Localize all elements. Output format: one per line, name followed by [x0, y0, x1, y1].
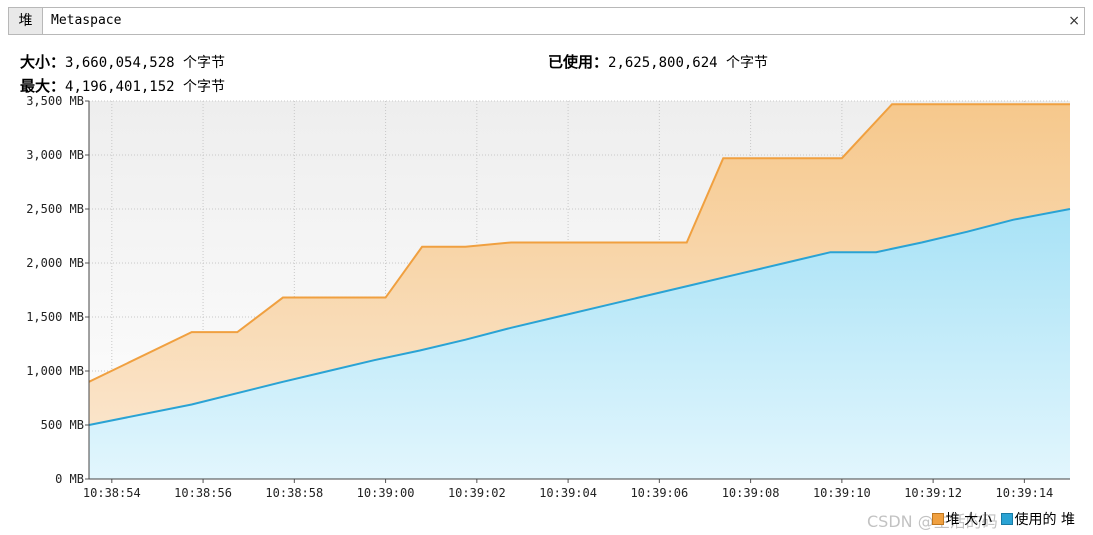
legend-used-heap-swatch — [1000, 513, 1013, 525]
heap-used-label: 已使用： — [548, 53, 609, 71]
y-tick-label: 2,000 MB — [26, 256, 84, 270]
heap-used-value: 2,625,800,624 个字节 — [608, 55, 769, 71]
heap-used-info: 已使用：2,625,800,624 个字节 — [548, 51, 768, 72]
heap-max-value: 4,196,401,152 个字节 — [65, 79, 226, 95]
legend-heap-size-label: 堆 大小 — [945, 512, 993, 528]
legend-used-heap-label: 使用的 堆 — [1014, 512, 1075, 528]
y-tick-label: 1,500 MB — [26, 310, 84, 324]
x-tick-label: 10:39:10 — [813, 486, 871, 500]
y-tick-label: 3,500 MB — [26, 94, 84, 108]
heap-size-line — [88, 103, 1070, 383]
x-tick-label: 10:38:56 — [174, 486, 232, 500]
y-tick-label: 2,500 MB — [26, 202, 84, 216]
x-tick-label: 10:38:54 — [83, 486, 141, 500]
tab-metaspace[interactable]: Metaspace — [51, 13, 122, 28]
x-tick-label: 10:39:04 — [539, 486, 597, 500]
y-tick-label: 3,000 MB — [26, 148, 84, 162]
y-tick-label: 500 MB — [41, 418, 84, 432]
heap-max-label: 最大： — [20, 77, 66, 95]
memory-tab-bar: 堆 Metaspace × — [8, 7, 1085, 35]
x-tick-label: 10:39:08 — [722, 486, 780, 500]
tab-heap[interactable]: 堆 — [9, 8, 43, 34]
x-tick-label: 10:39:14 — [995, 486, 1053, 500]
x-tick-label: 10:39:02 — [448, 486, 506, 500]
y-tick-label: 0 MB — [55, 472, 84, 486]
used-heap-line — [88, 208, 1071, 426]
y-tick-label: 1,000 MB — [26, 364, 84, 378]
x-tick-label: 10:39:06 — [630, 486, 688, 500]
close-icon[interactable]: × — [1068, 13, 1080, 29]
heap-size-value: 3,660,054,528 个字节 — [65, 55, 226, 71]
used-heap-area — [89, 209, 1070, 479]
heap-size-info: 大小：3,660,054,528 个字节 — [20, 51, 225, 72]
heap-size-label: 大小： — [20, 53, 66, 71]
heap-max-info: 最大：4,196,401,152 个字节 — [20, 75, 225, 96]
x-tick-label: 10:39:12 — [904, 486, 962, 500]
legend-heap-size-swatch — [931, 513, 944, 525]
x-tick-label: 10:38:58 — [265, 486, 323, 500]
chart-legend: 堆 大小 使用的 堆 — [928, 509, 1075, 529]
x-tick-label: 10:39:00 — [357, 486, 415, 500]
